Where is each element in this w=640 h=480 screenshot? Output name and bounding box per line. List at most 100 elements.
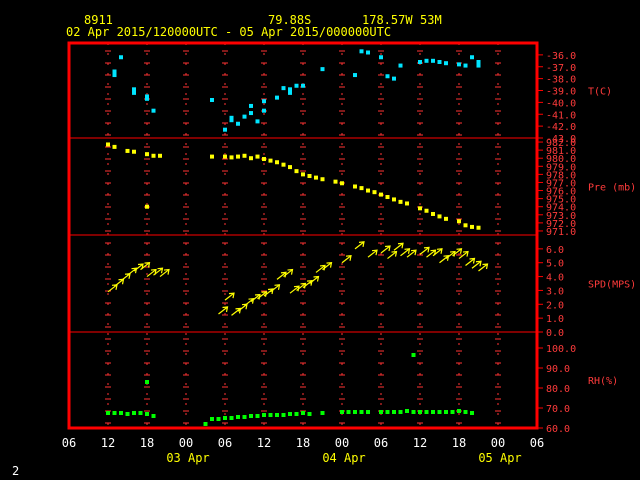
y-tick-label: 982.0 [546, 138, 576, 149]
wind-arrow [322, 262, 332, 271]
temperature-point [444, 61, 448, 66]
pressure-point [151, 153, 156, 158]
humidity-point [346, 410, 351, 414]
pressure-point [210, 154, 214, 159]
pressure-point [353, 184, 357, 189]
temperature-point [366, 50, 370, 55]
wind-arrow [315, 264, 326, 273]
pressure-point [125, 148, 130, 153]
pressure-point [301, 172, 305, 177]
humidity-point [229, 416, 234, 420]
x-tick-label: 12 [413, 436, 427, 450]
y-tick-label: 975.0 [546, 195, 576, 206]
wind-arrow [458, 251, 469, 260]
temperature-point [145, 94, 149, 99]
humidity-point [268, 413, 273, 417]
humidity-point [437, 410, 442, 414]
temperature-point [275, 95, 279, 100]
pressure-point [262, 157, 266, 162]
wind-arrow-head [326, 261, 333, 268]
pressure-point [223, 154, 227, 159]
y-tick-label: -41.0 [546, 110, 576, 121]
wind-arrow [133, 263, 144, 272]
wind-arrow [439, 255, 449, 264]
station-latitude: 79.88S [268, 13, 311, 27]
pressure-point [236, 154, 240, 159]
humidity-point [106, 411, 110, 415]
wind-arrow-head [430, 249, 437, 256]
wind-arrow [250, 294, 261, 302]
temperature-point [301, 83, 305, 88]
wind-arrow-head [287, 268, 294, 275]
temperature-point [242, 114, 247, 119]
wind-arrow-head [248, 297, 255, 304]
humidity-point [379, 410, 383, 414]
humidity-point [262, 413, 266, 417]
pressure-point [275, 160, 279, 165]
y-tick-label: 974.0 [546, 203, 576, 214]
y-tick-label: 971.0 [546, 227, 576, 238]
wind-arrow [452, 248, 462, 257]
wind-arrow-head [397, 242, 404, 249]
y-tick-label: -39.0 [546, 87, 576, 98]
humidity-point [145, 412, 149, 416]
humidity-point [463, 410, 468, 414]
humidity-point [411, 353, 416, 357]
pressure-point [145, 152, 149, 157]
x-day-label: 03 Apr [166, 451, 209, 465]
wind-arrow [478, 263, 488, 272]
station-id: 8911 [84, 13, 113, 27]
temperature-point [398, 63, 403, 68]
station-longitude: 178.57W [362, 13, 413, 27]
wind-arrow [231, 307, 241, 316]
x-tick-label: 00 [179, 436, 193, 450]
humidity-point [281, 413, 286, 417]
temperature-point [288, 90, 292, 95]
temperature-point [470, 55, 474, 60]
wind-arrow-head [163, 268, 170, 275]
y-axis-labels: -36.0-37.0-38.0-39.0-40.0-41.0-42.0-43.0… [537, 51, 636, 435]
wind-arrow [380, 245, 391, 254]
temperature-point [119, 55, 123, 60]
wind-arrow-head [235, 307, 242, 314]
x-tick-label: 06 [374, 436, 388, 450]
wind-arrow-head [469, 257, 476, 264]
pressure-point [470, 224, 474, 229]
x-tick-label: 06 [62, 436, 76, 450]
y-tick-label: 977.0 [546, 178, 576, 189]
wind-arrow [309, 276, 319, 284]
humidity-point [275, 413, 279, 417]
pressure-point [158, 153, 162, 158]
pressure-point [457, 219, 461, 224]
pressure-point [359, 186, 364, 191]
pressure-point [320, 177, 325, 182]
wind-arrow [465, 258, 475, 266]
wind-arrow [406, 249, 417, 258]
humidity-point [307, 412, 312, 416]
wind-arrow-head [462, 250, 469, 257]
temperature-point [294, 83, 299, 88]
wind-arrow [218, 306, 228, 315]
temperature-point [437, 60, 442, 64]
humidity-point [470, 411, 474, 415]
pressure-point [340, 181, 344, 186]
y-tick-label: -36.0 [546, 51, 576, 62]
y-tick-label: -43.0 [546, 134, 576, 145]
wind-arrow [296, 282, 306, 291]
humidity-point [151, 414, 156, 418]
temperature-point [320, 67, 325, 72]
wind-arrow [426, 249, 436, 258]
temperature-point [132, 90, 136, 95]
wind-arrow [445, 251, 456, 260]
pressure-point [112, 144, 117, 149]
x-tick-label: 18 [452, 436, 466, 450]
station-elevation: 53M [420, 13, 442, 27]
temperature-point [476, 60, 481, 64]
wind-arrow [224, 292, 235, 301]
humidity-point [444, 410, 448, 414]
pressure-point [268, 158, 273, 163]
y-tick-label: -38.0 [546, 75, 576, 86]
wind-arrow-head [371, 249, 378, 256]
wind-arrow-head [228, 292, 235, 299]
